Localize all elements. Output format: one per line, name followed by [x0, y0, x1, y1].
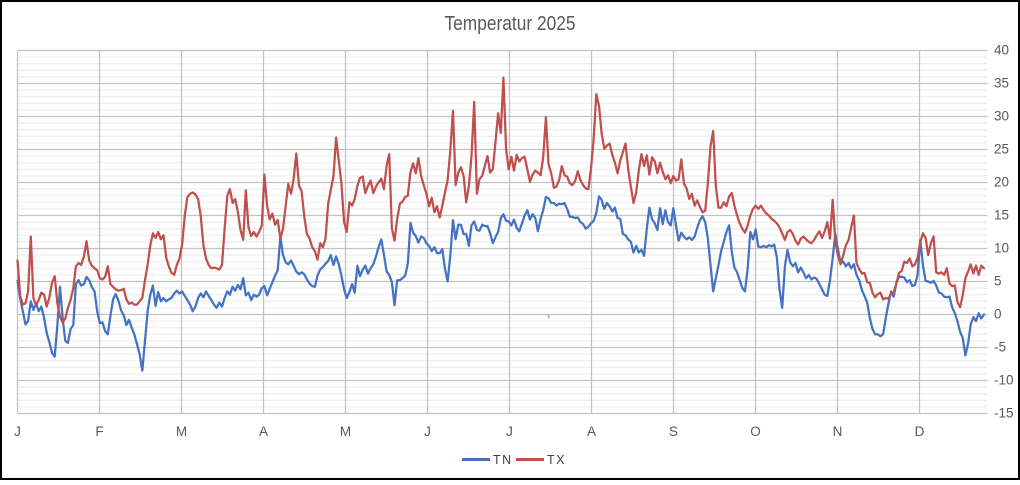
svg-text:30: 30 [994, 109, 1009, 124]
svg-text:25: 25 [994, 142, 1009, 157]
svg-text:10: 10 [994, 241, 1009, 256]
svg-text:-10: -10 [994, 373, 1014, 388]
svg-text:Temperatur 2025: Temperatur 2025 [445, 13, 576, 35]
svg-text:M: M [176, 424, 187, 439]
svg-text:-15: -15 [994, 406, 1014, 421]
svg-text:N: N [833, 424, 843, 439]
svg-text:A: A [259, 424, 268, 439]
svg-text:TX: TX [547, 453, 566, 467]
svg-text:TN: TN [493, 453, 513, 467]
svg-text:35: 35 [994, 76, 1009, 91]
svg-text:20: 20 [994, 175, 1009, 190]
svg-text:J: J [424, 424, 431, 439]
svg-text:S: S [669, 424, 678, 439]
svg-text:J: J [14, 424, 21, 439]
svg-text:J: J [506, 424, 513, 439]
svg-text:5: 5 [994, 274, 1002, 289]
svg-text:40: 40 [994, 43, 1009, 58]
svg-text:F: F [95, 424, 103, 439]
svg-text:D: D [915, 424, 925, 439]
svg-text:15: 15 [994, 208, 1009, 223]
svg-text:0: 0 [994, 307, 1002, 322]
svg-text:O: O [750, 424, 761, 439]
svg-text:M: M [340, 424, 351, 439]
svg-text:A: A [587, 424, 596, 439]
svg-text:-5: -5 [994, 340, 1006, 355]
